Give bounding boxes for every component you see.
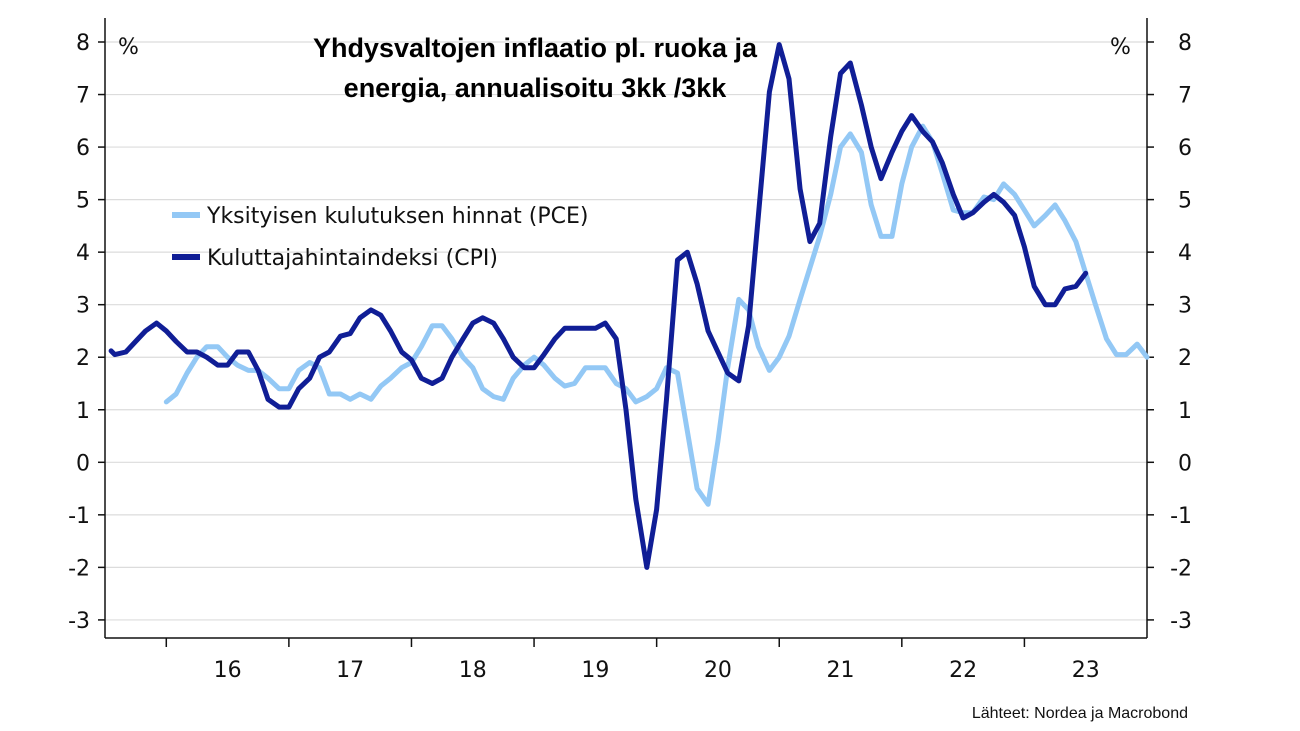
y-tick-label-left: 7 — [76, 84, 90, 109]
y-tick-label-left: 3 — [76, 294, 90, 319]
y-tick-label-left: 4 — [76, 241, 90, 266]
x-tick-label: 22 — [949, 658, 977, 683]
x-tick-label: 21 — [827, 658, 855, 683]
y-tick-label-left: 0 — [76, 451, 90, 476]
y-tick-label-left: 5 — [76, 189, 90, 214]
y-tick-label-left: -3 — [68, 609, 90, 634]
y-tick-label-left: 6 — [76, 136, 90, 161]
series-line-cpi — [108, 42, 1089, 570]
x-tick-label: 18 — [459, 658, 487, 683]
y-tick-label-right: 7 — [1178, 84, 1192, 109]
y-tick-label-right: 8 — [1178, 31, 1192, 56]
y-tick-label-left: 8 — [76, 31, 90, 56]
y-tick-label-right: -2 — [1170, 556, 1192, 581]
chart-title-line-2: energia, annualisoitu 3kk /3kk — [344, 73, 728, 103]
x-tick-label: 19 — [581, 658, 609, 683]
series-line-pce — [163, 123, 1150, 507]
x-tick-label: 17 — [336, 658, 364, 683]
y-tick-label-left: 1 — [76, 399, 90, 424]
chart-title-line-1: Yhdysvaltojen inflaatio pl. ruoka ja — [313, 33, 758, 63]
y-tick-label-left: -2 — [68, 556, 90, 581]
unit-right: % — [1110, 35, 1131, 60]
y-tick-label-right: 1 — [1178, 399, 1192, 424]
y-tick-label-right: 5 — [1178, 189, 1192, 214]
y-tick-label-right: 0 — [1178, 451, 1192, 476]
legend-label-cpi: Kuluttajahintaindeksi (CPI) — [207, 246, 498, 271]
x-tick-label: 20 — [704, 658, 732, 683]
source-note: Lähteet: Nordea ja Macrobond — [972, 705, 1188, 722]
y-tick-label-right: 3 — [1178, 294, 1192, 319]
x-tick-label: 16 — [214, 658, 242, 683]
gridlines — [105, 41, 1147, 621]
y-tick-label-left: -1 — [68, 504, 90, 529]
y-tick-label-right: -1 — [1170, 504, 1192, 529]
x-ticks: 16 17 18 19 20 21 22 23 — [165, 638, 1100, 683]
x-tick-label: 23 — [1072, 658, 1100, 683]
y-tick-label-left: 2 — [76, 346, 90, 371]
legend: Yksityisen kulutuksen hinnat (PCE) Kulut… — [172, 204, 589, 271]
unit-left: % — [118, 35, 139, 60]
series-lines — [108, 42, 1150, 570]
y-tick-label-right: -3 — [1170, 609, 1192, 634]
y-tick-label-right: 4 — [1178, 241, 1192, 266]
y-ticks: 8 8 7 7 6 6 5 5 4 4 3 3 2 2 1 1 0 0 -1 -1 -2 -2 -3 -3 — [68, 31, 1192, 634]
y-tick-label-right: 2 — [1178, 346, 1192, 371]
legend-label-pce: Yksityisen kulutuksen hinnat (PCE) — [206, 204, 589, 229]
y-tick-label-right: 6 — [1178, 136, 1192, 161]
